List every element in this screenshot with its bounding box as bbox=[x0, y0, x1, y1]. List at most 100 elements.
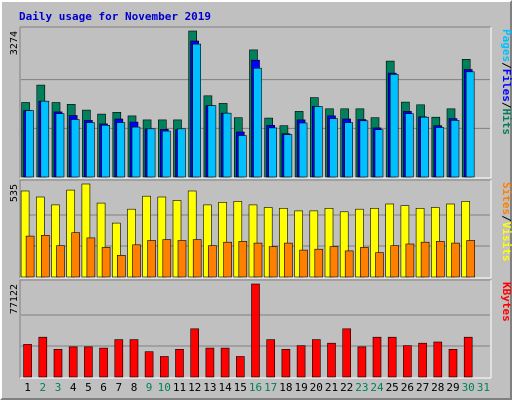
legend-entry: / bbox=[500, 215, 512, 222]
bar-pages bbox=[207, 105, 217, 178]
bar-sites bbox=[56, 245, 65, 278]
day-label: 8 bbox=[131, 381, 138, 394]
bar-sites bbox=[223, 241, 232, 278]
bar-visits bbox=[263, 207, 273, 278]
day-label: 16 bbox=[249, 381, 262, 394]
bar-visits bbox=[127, 208, 136, 278]
bar-visits bbox=[51, 204, 60, 278]
chart-title: Daily usage for November 2019 bbox=[19, 10, 211, 23]
day-label: 19 bbox=[294, 381, 307, 394]
bar-kbytes bbox=[38, 336, 48, 378]
bar-kbytes bbox=[251, 283, 260, 378]
bar-visits bbox=[446, 203, 455, 278]
bar-pages bbox=[131, 126, 141, 178]
bar-sites bbox=[268, 246, 278, 278]
bar-sites bbox=[192, 239, 202, 278]
bar-visits bbox=[400, 205, 410, 278]
legend-visits-sites: Sites/Visits bbox=[500, 182, 512, 262]
legend-entry: Hits bbox=[500, 109, 512, 136]
day-label: 29 bbox=[446, 381, 459, 394]
bar-kbytes bbox=[160, 356, 169, 378]
bar-sites bbox=[360, 247, 369, 278]
bar-pages bbox=[313, 106, 323, 178]
bar-sites bbox=[162, 239, 172, 278]
bar-pages bbox=[55, 113, 65, 178]
bar-kbytes bbox=[387, 336, 397, 378]
bar-pages bbox=[116, 122, 126, 178]
bar-visits bbox=[172, 200, 182, 278]
bar-sites bbox=[420, 241, 430, 278]
bar-sites bbox=[253, 242, 263, 278]
bar-kbytes bbox=[372, 336, 382, 378]
day-label: 13 bbox=[203, 381, 216, 394]
bar-kbytes bbox=[68, 346, 78, 378]
day-label: 7 bbox=[115, 381, 122, 394]
day-label: 24 bbox=[370, 381, 384, 394]
day-label: 9 bbox=[146, 381, 153, 394]
bar-kbytes bbox=[129, 339, 139, 378]
day-label: 5 bbox=[85, 381, 92, 394]
bar-pages bbox=[405, 113, 414, 178]
bar-kbytes bbox=[190, 328, 199, 378]
bar-pages bbox=[389, 74, 399, 178]
bar-visits bbox=[218, 202, 227, 278]
bar-visits bbox=[339, 211, 349, 278]
legend-entry: KBytes bbox=[500, 282, 512, 322]
legend-entry: Sites bbox=[500, 182, 512, 215]
legend-entry: / bbox=[500, 62, 512, 69]
bar-visits bbox=[355, 208, 364, 278]
bar-visits bbox=[248, 204, 258, 278]
bar-sites bbox=[390, 245, 400, 278]
bar-sites bbox=[101, 247, 111, 278]
y-max-label: 77122 bbox=[9, 284, 20, 314]
day-label: 27 bbox=[416, 381, 429, 394]
bar-kbytes bbox=[311, 339, 321, 378]
bar-sites bbox=[238, 241, 248, 278]
bar-kbytes bbox=[114, 339, 124, 378]
bar-pages bbox=[101, 125, 110, 178]
bar-visits bbox=[370, 208, 379, 278]
bar-visits bbox=[324, 208, 334, 278]
bar-sites bbox=[435, 241, 445, 278]
bar-sites bbox=[344, 250, 354, 278]
bar-visits bbox=[233, 201, 243, 278]
bar-sites bbox=[375, 252, 384, 278]
day-label: 31 bbox=[477, 381, 490, 394]
bar-kbytes bbox=[433, 341, 443, 378]
bar-kbytes bbox=[99, 347, 108, 378]
bar-pages bbox=[70, 119, 80, 178]
bar-sites bbox=[466, 240, 476, 278]
day-label: 28 bbox=[431, 381, 444, 394]
legend-kbytes: KBytes bbox=[500, 282, 512, 322]
bar-pages bbox=[25, 110, 34, 178]
bar-pages bbox=[86, 122, 95, 178]
bar-kbytes bbox=[357, 346, 367, 378]
bar-sites bbox=[177, 240, 187, 278]
bar-pages bbox=[450, 120, 460, 178]
bar-kbytes bbox=[403, 345, 412, 378]
bar-visits bbox=[187, 190, 197, 278]
day-label: 12 bbox=[188, 381, 201, 394]
day-label: 6 bbox=[100, 381, 107, 394]
bar-sites bbox=[132, 244, 141, 278]
bar-sites bbox=[314, 248, 324, 278]
bar-pages bbox=[253, 67, 262, 178]
bar-visits bbox=[81, 183, 91, 278]
bar-kbytes bbox=[175, 348, 184, 378]
y-max-label: 3274 bbox=[9, 31, 20, 55]
day-label: 1 bbox=[24, 381, 31, 394]
day-label: 30 bbox=[462, 381, 475, 394]
bar-pages bbox=[162, 130, 171, 178]
day-label: 17 bbox=[264, 381, 277, 394]
bar-visits bbox=[20, 190, 30, 278]
day-label: 4 bbox=[70, 381, 77, 394]
legend-entry: Files bbox=[500, 69, 512, 102]
bar-pages bbox=[283, 134, 293, 178]
bar-kbytes bbox=[281, 348, 291, 378]
day-label: 25 bbox=[386, 381, 399, 394]
bar-sites bbox=[25, 235, 35, 278]
bar-sites bbox=[329, 246, 339, 278]
bar-visits bbox=[385, 203, 395, 278]
